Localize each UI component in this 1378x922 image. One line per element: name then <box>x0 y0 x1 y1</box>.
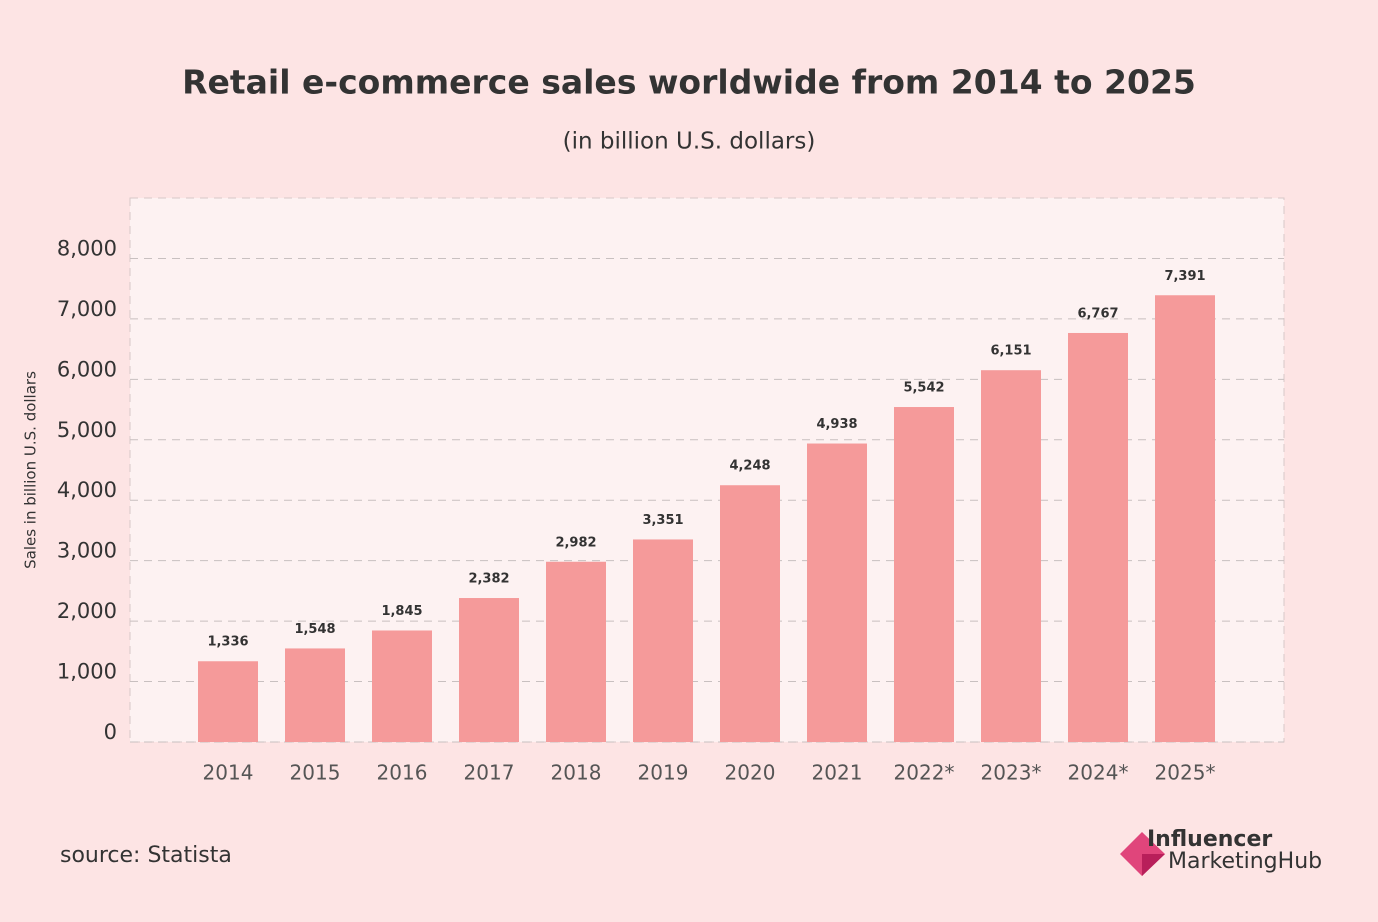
x-tick-label: 2017 <box>464 761 515 785</box>
y-tick-label: 2,000 <box>57 599 117 623</box>
logo-text: Influencer <box>1147 827 1272 852</box>
bar <box>372 630 432 742</box>
chart-subtitle: (in billion U.S. dollars) <box>563 129 816 155</box>
x-tick-label: 2023* <box>981 761 1042 785</box>
value-label: 5,542 <box>903 381 944 396</box>
value-label: 6,151 <box>990 344 1031 359</box>
bar <box>285 648 345 742</box>
bar <box>633 539 693 742</box>
chart-title: Retail e-commerce sales worldwide from 2… <box>182 63 1196 102</box>
x-tick-label: 2024* <box>1068 761 1129 785</box>
logo: Influencer MarketingHub <box>1120 827 1322 876</box>
y-tick-label: 3,000 <box>57 539 117 563</box>
x-tick-label: 2018 <box>551 761 602 785</box>
y-tick-label: 4,000 <box>57 478 117 502</box>
value-label: 7,391 <box>1164 269 1205 284</box>
value-label: 4,248 <box>729 459 770 474</box>
value-label: 1,336 <box>207 635 248 650</box>
x-tick-label: 2020 <box>725 761 776 785</box>
x-tick-label: 2022* <box>894 761 955 785</box>
y-tick-label: 7,000 <box>57 297 117 321</box>
x-tick-label: 2015 <box>290 761 341 785</box>
value-label: 4,938 <box>816 417 857 432</box>
y-tick-label: 8,000 <box>57 236 117 260</box>
value-label: 6,767 <box>1077 306 1118 321</box>
bar <box>807 443 867 742</box>
bar <box>1155 295 1215 742</box>
bar <box>720 485 780 742</box>
value-label: 3,351 <box>642 513 683 528</box>
x-tick-label: 2019 <box>638 761 689 785</box>
y-tick-label: 0 <box>104 720 117 744</box>
bar <box>981 370 1041 742</box>
logo-mark <box>1142 854 1165 876</box>
y-tick-label: 1,000 <box>57 660 117 684</box>
value-label: 2,982 <box>555 535 596 550</box>
x-tick-label: 2014 <box>203 761 254 785</box>
y-tick-label: 5,000 <box>57 418 117 442</box>
bar <box>1068 332 1128 742</box>
y-axis-label: Sales in billion U.S. dollars <box>22 371 40 569</box>
x-tick-label: 2025* <box>1155 761 1216 785</box>
value-label: 2,382 <box>468 572 509 587</box>
x-tick-label: 2016 <box>377 761 428 785</box>
x-tick-label: 2021 <box>812 761 863 785</box>
bar <box>546 561 606 742</box>
value-label: 1,548 <box>294 622 335 637</box>
bar <box>459 598 519 742</box>
bar <box>198 661 258 742</box>
value-label: 1,845 <box>381 604 422 619</box>
logo-text: MarketingHub <box>1168 849 1322 874</box>
bar <box>894 407 954 742</box>
y-tick-label: 6,000 <box>57 357 117 381</box>
source: source: Statista <box>60 843 232 868</box>
